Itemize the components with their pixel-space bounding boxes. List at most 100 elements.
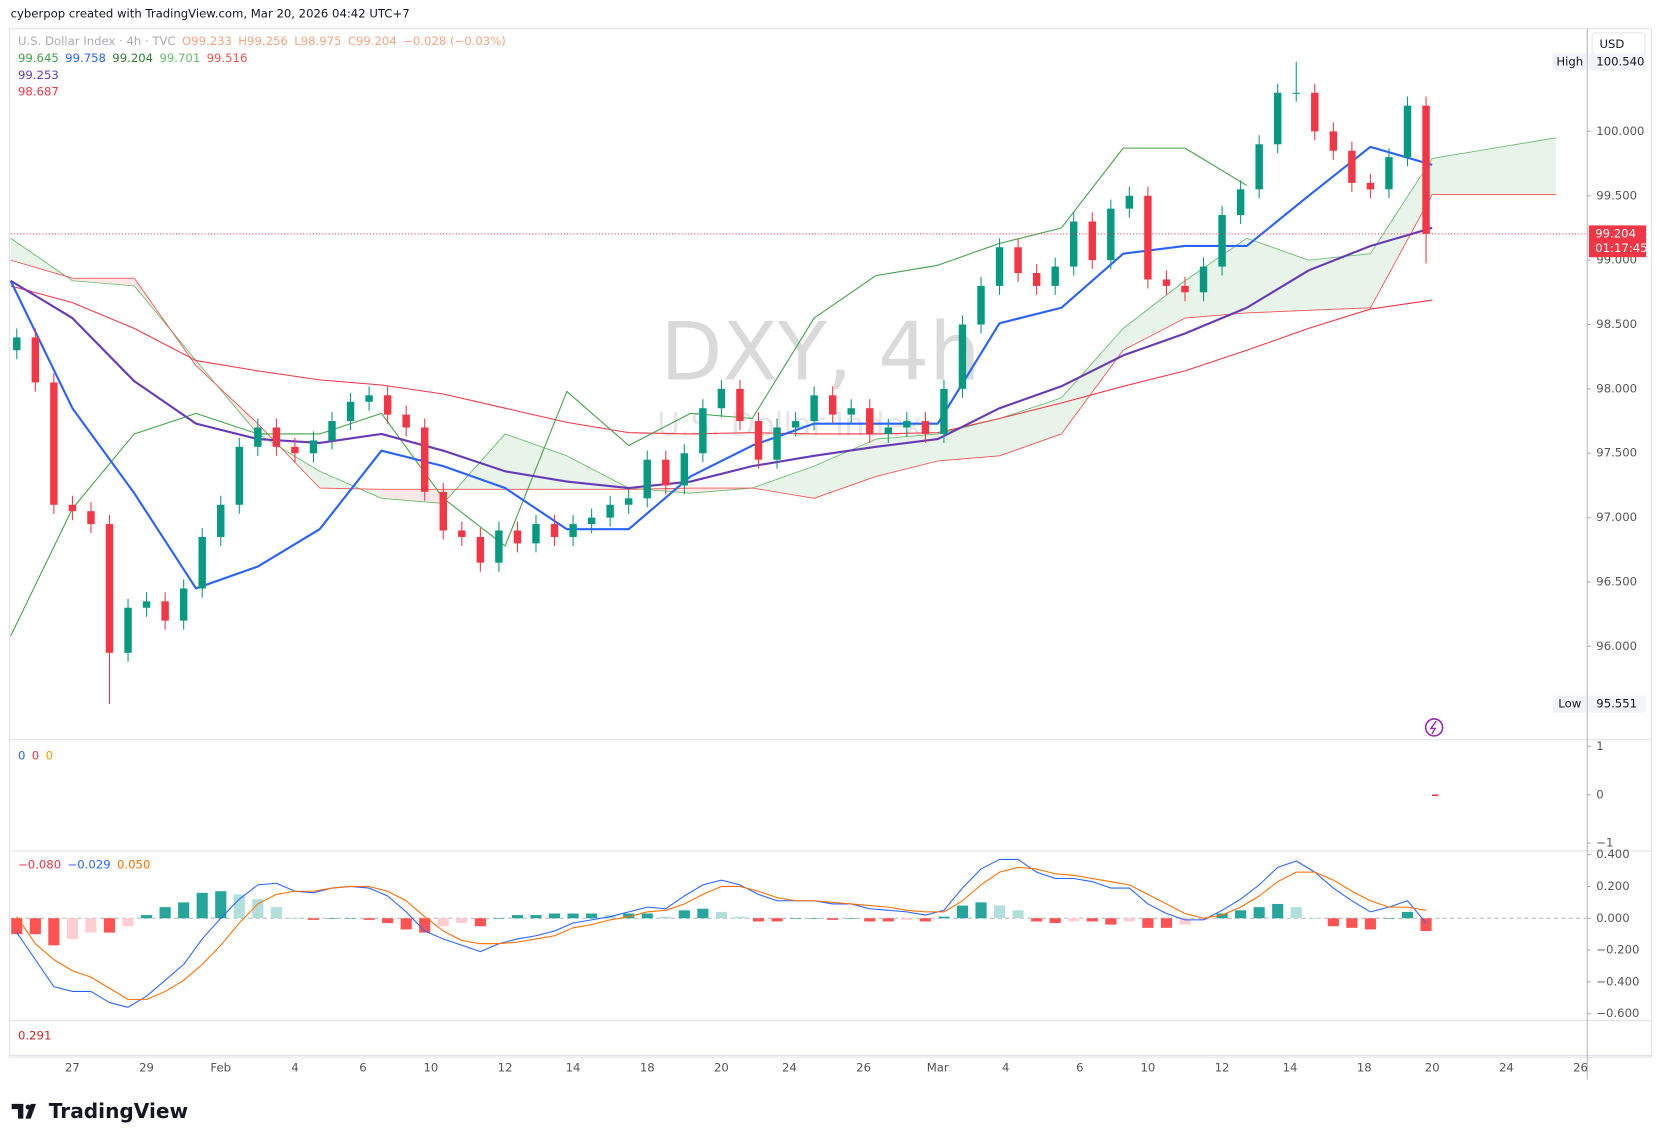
candle-body [142,601,151,608]
legend-ichimoku: 99.701 [159,51,200,65]
x-tick-label: 20 [1425,1060,1440,1074]
macd-bar [901,918,913,920]
x-tick-label: 27 [65,1060,80,1074]
macd-bar [1142,918,1154,928]
candle-body [606,504,614,518]
candle-body [439,491,447,531]
candle-body [346,401,355,422]
macd-bar [586,913,598,919]
watermark-symbol: DXY, 4h [660,305,980,399]
macd-bar [85,918,97,933]
macd-bar [938,916,950,919]
macd-bar [1197,918,1210,920]
candle-body [1255,144,1263,190]
x-tick-label: 29 [139,1060,154,1074]
macd-bar [29,918,41,935]
macd-bar [1049,918,1061,924]
macd-bar [382,918,394,924]
macd-bar [11,918,23,935]
x-tick-label: 12 [498,1060,513,1074]
candle-body [68,504,77,512]
legend-macd: −0.080 [18,858,61,872]
cloud-segment [937,418,1000,461]
legend-oscillator: 0 [46,749,53,763]
macd-bar [270,907,282,919]
cloud-segment [1061,328,1124,434]
macd-bar [752,918,765,922]
candle-body [828,395,837,415]
legend-extra: 0.291 [18,1028,51,1042]
candle-body [1366,182,1375,190]
extreme-label-box [1552,53,1587,71]
macd-bar [1160,918,1173,928]
macd-bar [474,918,486,927]
indicator-line [9,145,1433,590]
candle-body [995,247,1004,286]
candle-body [1070,221,1078,267]
candle-body [1162,279,1171,286]
y-tick-label: 99.500 [1596,188,1637,202]
candle-body [217,504,225,537]
candle-body [476,536,485,563]
candle-body [791,421,800,428]
y-tick-label: −0.400 [1596,974,1639,988]
legend-ema: 99.253 [18,68,59,82]
x-tick-label: 12 [1215,1060,1230,1074]
macd-bar [363,918,375,920]
macd-bar [307,918,320,920]
candle-body [810,395,818,422]
legend-ohlc: L98.975 [294,34,341,48]
x-tick-label: Mar [927,1060,949,1074]
candle-body [1032,273,1041,286]
legend-ma: 98.687 [18,85,59,99]
candle-body [532,524,540,544]
macd-bar [1420,918,1432,931]
candle-body [866,408,874,434]
candle-body [87,511,95,525]
last-price: 99.204 [1595,226,1636,240]
x-tick-label: 24 [1499,1060,1514,1074]
candle-body [1181,285,1189,293]
candle-body [421,427,429,492]
macd-bar [1309,918,1321,919]
cloud-segment [1308,253,1371,311]
candle-body [717,388,726,409]
last-price-box [1588,225,1647,258]
candle-body [328,421,336,441]
indicator-line [10,147,1248,637]
candle-body [1422,105,1430,234]
candle-body [254,427,262,447]
candle-body [940,388,948,434]
cloud-segment [1184,238,1247,319]
candle-body [1329,131,1338,151]
macd-bar [827,918,839,920]
candle-body [1014,247,1022,274]
legend-ichimoku: 99.758 [65,51,106,65]
candle-body [291,446,299,454]
candle-body [458,530,466,537]
macd-bar [975,902,987,919]
macd-bar [790,918,802,919]
macd-bar [344,918,357,919]
y-tick-label: 0.000 [1596,911,1629,925]
candle-body [161,601,169,621]
macd-bar [1253,907,1265,919]
x-tick-label: 10 [1140,1060,1155,1074]
x-tick-label: 20 [714,1060,729,1074]
macd-bar [1383,918,1395,919]
candle-body [1292,92,1300,94]
macd-bar [456,918,468,924]
candle-body [624,498,633,505]
cloud-segment [1123,280,1185,351]
extreme-label: Low [1558,697,1581,711]
candle-body [513,530,522,544]
x-tick-label: 26 [856,1060,871,1074]
candle-body [569,524,577,537]
countdown: 01:17:45 [1595,241,1647,255]
y-tick-label: 96.000 [1596,639,1637,653]
candle-body [495,530,503,563]
macd-bar [215,891,227,919]
y-tick-label: 97.000 [1596,510,1637,524]
